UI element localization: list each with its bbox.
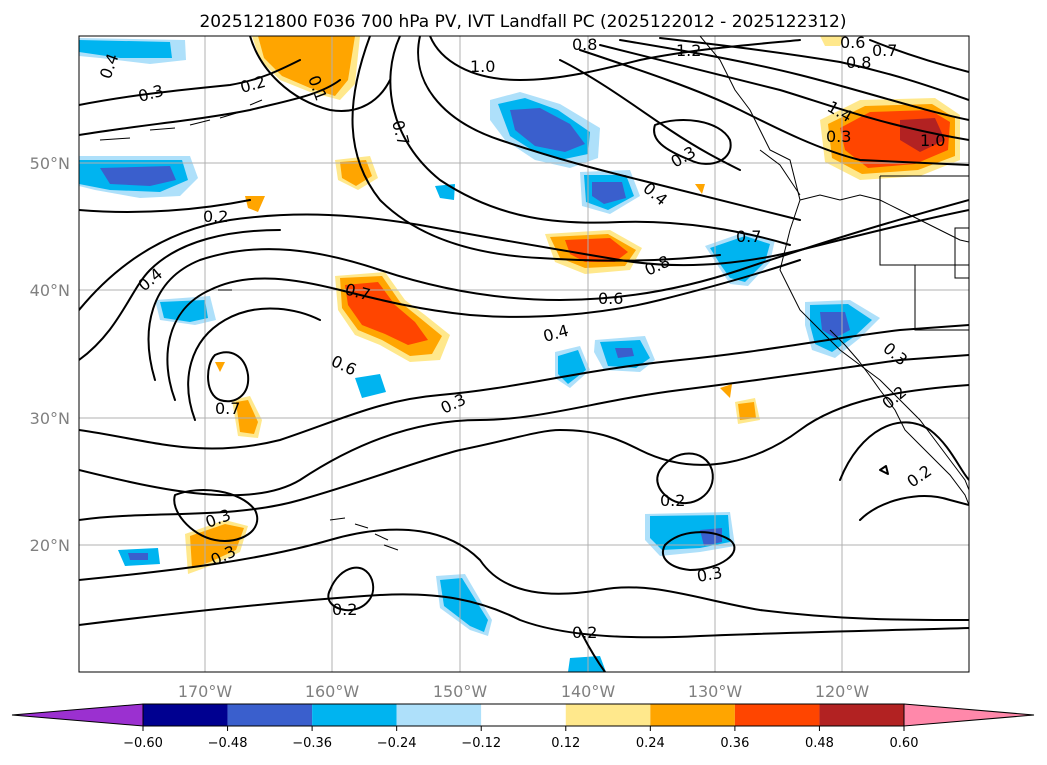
mexico-coast <box>879 389 969 506</box>
contour-label: 0.7 <box>736 227 761 246</box>
colorbar-segment <box>143 704 228 726</box>
colorbar-extend-min <box>11 703 144 727</box>
colorbar-segment <box>819 704 904 726</box>
contour-label: 1.0 <box>470 57 495 76</box>
lon-tick-label: 150°W <box>433 682 488 701</box>
contour-label: 0.2 <box>332 600 357 619</box>
negative-shading <box>79 38 880 672</box>
colorbar-tick-label: 0.36 <box>720 736 749 751</box>
colorbar-segment <box>650 704 735 726</box>
colorbar-segments <box>11 703 1035 727</box>
lon-tick-label: 160°W <box>305 682 360 701</box>
colorbar-tick-label: −0.12 <box>461 736 501 751</box>
lon-tick-labels: 170°W 160°W 150°W 140°W 130°W 120°W <box>178 682 870 701</box>
lon-tick-label: 130°W <box>688 682 743 701</box>
contour-label: 0.3 <box>826 127 851 146</box>
chart-title: 2025121800 F036 700 hPa PV, IVT Landfall… <box>199 12 846 32</box>
contour-label: 0.3 <box>695 563 723 586</box>
colorbar-extend-max <box>903 703 1035 727</box>
colorbar-tick-label: −0.48 <box>208 736 248 751</box>
colorbar-ticks: −0.60 −0.48 −0.36 −0.24 −0.12 0.12 0.24 0.36 0.4… <box>123 726 918 751</box>
hawaii <box>329 517 399 551</box>
colorbar-tick-label: 0.24 <box>636 736 665 751</box>
lat-tick-labels: 50°N 40°N 30°N 20°N <box>30 154 70 555</box>
lon-tick-label: 120°W <box>815 682 870 701</box>
colorbar-segment <box>396 704 482 726</box>
lat-tick-label: 30°N <box>30 409 70 428</box>
contour-label: 0.8 <box>572 35 597 54</box>
colorbar-segment <box>481 704 566 726</box>
coastlines <box>99 36 969 551</box>
aleutians <box>99 99 263 141</box>
colorbar-segment <box>565 704 651 726</box>
contour-label: 0.6 <box>840 33 865 52</box>
contour-label: 0.7 <box>215 399 240 418</box>
colorbar-tick-label: −0.24 <box>377 736 417 751</box>
north-america-coast <box>699 36 969 491</box>
contour-label: 0.8 <box>846 53 871 72</box>
colorbar-tick-label: 0.60 <box>890 736 919 751</box>
colorbar-frame <box>142 703 905 727</box>
lon-tick-label: 170°W <box>178 682 233 701</box>
plot-frame <box>78 35 970 673</box>
lat-tick-label: 20°N <box>30 536 70 555</box>
contour-03 <box>79 324 969 450</box>
contour-label: 0.2 <box>203 207 228 226</box>
contour-label: 0.6 <box>598 289 623 308</box>
colorbar-tick-label: −0.36 <box>292 736 332 751</box>
plot-area: 0.4 0.3 0.2 0.1 0.2 0.7 1.0 0.8 1.2 0.6 … <box>79 33 969 672</box>
positive-shading <box>185 36 960 574</box>
lat-tick-label: 50°N <box>30 154 70 173</box>
lon-tick-label: 140°W <box>561 682 616 701</box>
colorbar-segment <box>734 704 820 726</box>
colorbar: −0.60 −0.48 −0.36 −0.24 −0.12 0.12 0.24 0.36 0.4… <box>11 703 1035 751</box>
lat-tick-label: 40°N <box>30 281 70 300</box>
contour-label: 1.0 <box>920 131 945 150</box>
contour-label: 0.2 <box>660 491 685 510</box>
colorbar-tick-label: −0.60 <box>123 736 163 751</box>
contour-label: 1.2 <box>676 41 701 60</box>
colorbar-tick-label: 0.12 <box>551 736 580 751</box>
colorbar-segment <box>227 704 313 726</box>
shade-neg-32n <box>355 374 386 398</box>
contour-label: 0.7 <box>872 41 897 60</box>
baja-coast <box>829 329 881 391</box>
colorbar-segment <box>312 704 397 726</box>
contour-label: 0.2 <box>572 623 597 642</box>
contours <box>79 36 969 672</box>
colorbar-tick-label: 0.48 <box>805 736 834 751</box>
